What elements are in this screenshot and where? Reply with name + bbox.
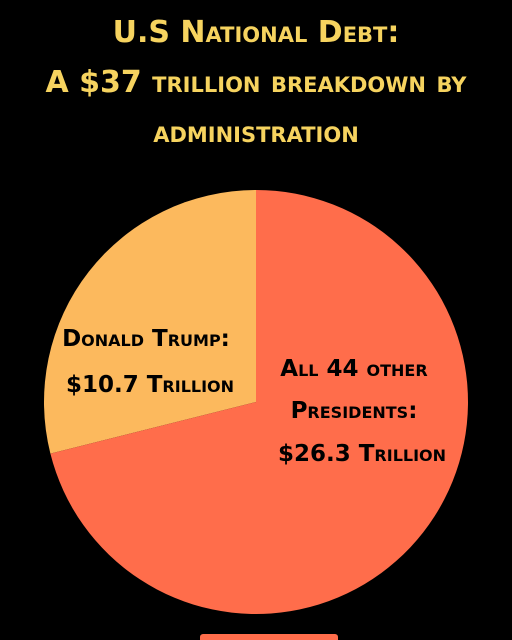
slice-label-other-presidents: All 44 other Presidents: $26.3 Trillion <box>278 356 446 467</box>
chart-title-line-1: U.S National Debt: <box>112 15 400 50</box>
slice-label-other-presidents-line-3: $26.3 Trillion <box>278 441 446 467</box>
chart-title-line-2: A $37 trillion breakdown by <box>45 65 467 100</box>
pie-slice-donald-trump <box>43 190 256 454</box>
chart-title: U.S National Debt: A $37 trillion breakd… <box>0 8 512 158</box>
slice-label-other-presidents-line-1: All 44 other <box>280 356 427 382</box>
slice-label-other-presidents-line-2: Presidents: <box>291 398 418 424</box>
chart-title-line-3: administration <box>153 115 359 150</box>
slice-label-donald-trump-line-1: Donald Trump: <box>62 326 230 352</box>
slice-label-donald-trump-line-2: $10.7 Trillion <box>66 372 234 398</box>
slice-label-donald-trump: Donald Trump: $10.7 Trillion <box>62 326 238 398</box>
bottom-bar <box>200 634 338 640</box>
pie-slice-other-presidents <box>50 190 469 614</box>
